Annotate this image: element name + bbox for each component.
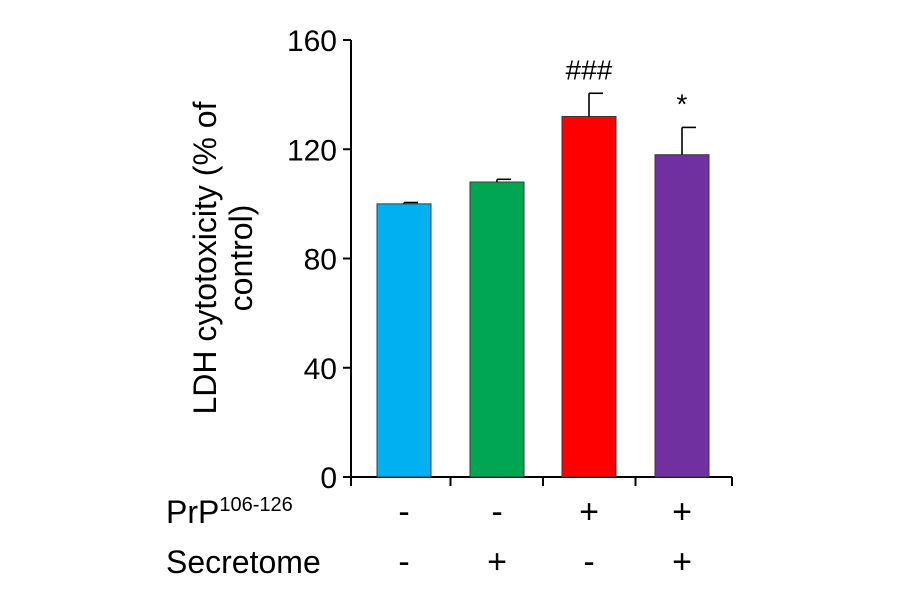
condition-sign: + (672, 493, 692, 531)
bar (561, 115, 617, 478)
y-axis-title: LDH cytotoxicity (% of control) (187, 101, 259, 414)
condition-row-label-prp: PrP106-126 (166, 494, 293, 530)
condition-row-label-secretome: Secretome (166, 544, 321, 580)
condition-sign: - (491, 493, 502, 531)
prp-label: PrP (166, 494, 219, 530)
prp-label-superscript: 106-126 (219, 494, 292, 516)
significance-label: ### (566, 54, 613, 85)
y-tick-label: 120 (287, 134, 337, 167)
condition-sign: - (398, 493, 409, 531)
bar (654, 154, 710, 478)
significance-label: * (677, 88, 688, 119)
bar (469, 181, 525, 478)
condition-table: PrP106-126 Secretome - - + + - + - + (166, 493, 692, 581)
condition-sign: + (487, 543, 507, 581)
y-tick-label: 0 (320, 462, 337, 495)
y-tick-label: 160 (287, 25, 337, 58)
y-tick-label: 40 (304, 353, 337, 386)
y-axis-title-line-2: control) (223, 205, 259, 312)
y-tick-label: 80 (304, 244, 337, 277)
condition-sign: + (579, 493, 599, 531)
bar (376, 203, 432, 478)
bars: ### * (376, 54, 710, 478)
y-axis-title-line-1: LDH cytotoxicity (% of (187, 101, 223, 414)
condition-sign: - (398, 543, 409, 581)
condition-sign: - (583, 543, 594, 581)
condition-sign: + (672, 543, 692, 581)
